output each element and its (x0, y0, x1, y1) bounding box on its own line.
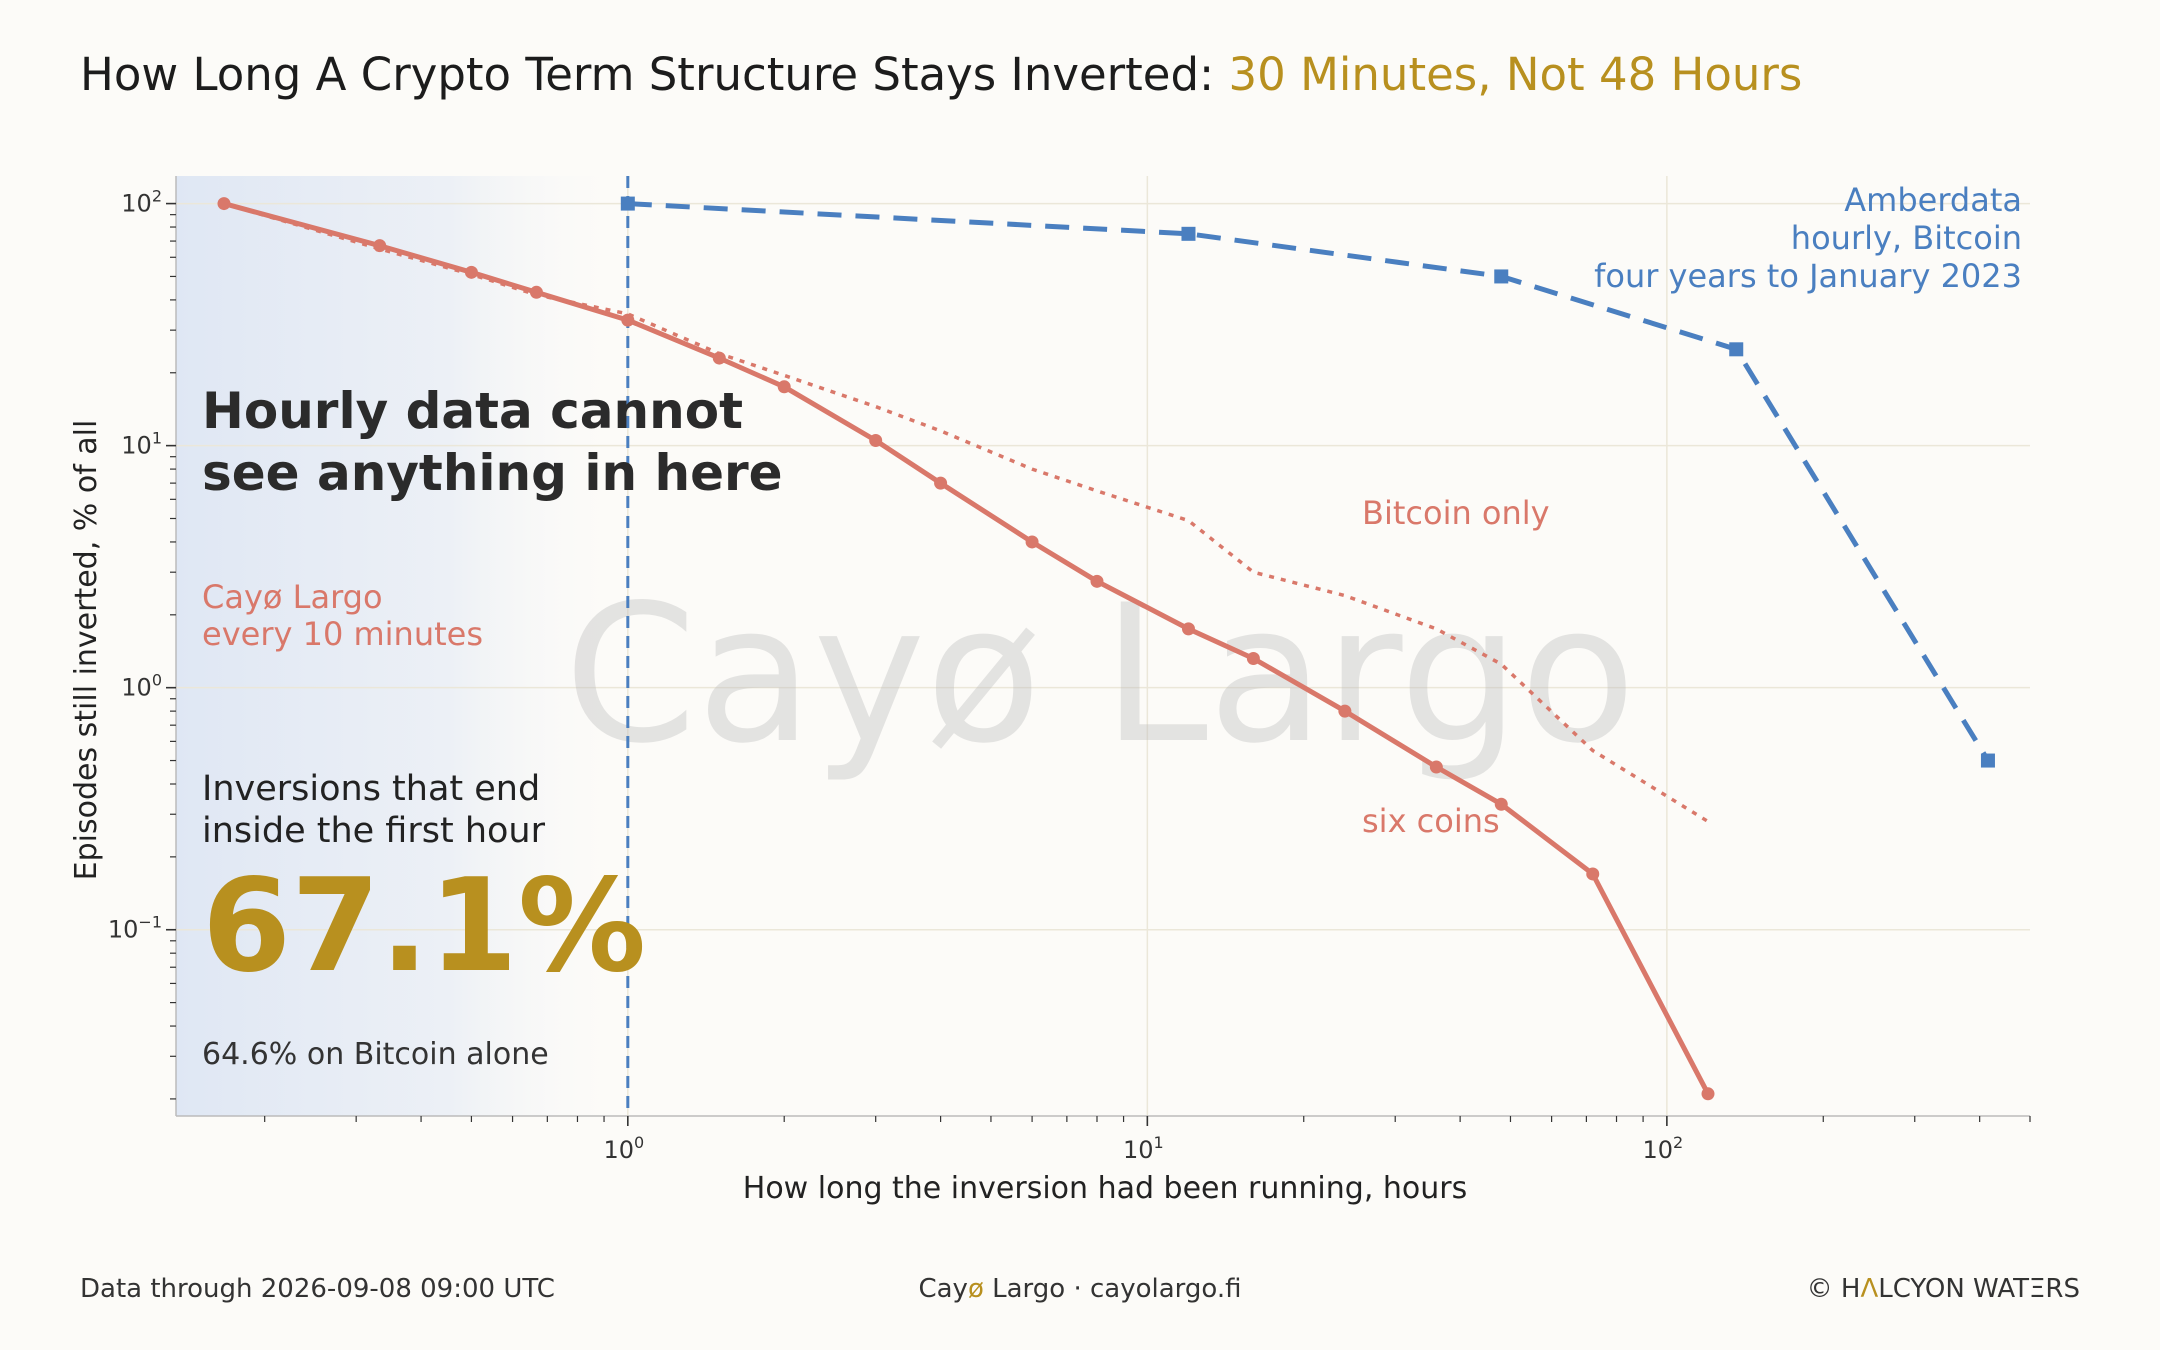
axes (175, 176, 2030, 1117)
watermark: Cayø Largo (564, 564, 1636, 785)
callout-line-2: see anything in here (202, 444, 783, 502)
point-six (712, 351, 726, 365)
point-six (934, 476, 948, 490)
point-six (1181, 622, 1195, 636)
y-tick-label: 10−1 (108, 913, 162, 944)
cayo-label-line-2: every 10 minutes (202, 615, 483, 653)
six-coins-label: six coins (1362, 802, 1500, 840)
point-amber (1980, 753, 1995, 768)
chart-title: How Long A Crypto Term Structure Stays I… (80, 48, 1802, 101)
point-six (1246, 651, 1260, 665)
point-six (1586, 867, 1600, 881)
point-six (777, 380, 791, 394)
x-tick-label: 100 (603, 1133, 644, 1164)
point-six (1338, 704, 1352, 718)
bitcoin-only-label: Bitcoin only (1362, 494, 1550, 532)
point-six (464, 265, 478, 279)
note-line-2: inside the first hour (202, 811, 546, 851)
point-amber (1181, 226, 1196, 241)
y-ticks: 102 101 100 10−1 (108, 187, 176, 1100)
point-amber (1494, 269, 1509, 284)
shaded-region (176, 176, 628, 1116)
grid (176, 176, 2030, 1116)
y-tick-label: 102 (121, 187, 162, 218)
amberdata-label-line-2: hourly, Bitcoin (1791, 219, 2022, 257)
point-amber (620, 196, 635, 211)
y-axis-label: Episodes still inverted, % of all (69, 420, 104, 881)
x-ticks: 100 101 102 (264, 1116, 2031, 1164)
amberdata-label-line-3: four years to January 2023 (1594, 257, 2022, 295)
point-six (1494, 797, 1508, 811)
big-value: 67.1% (202, 852, 646, 1001)
point-six (529, 285, 543, 299)
note-line-1: Inversions that end (202, 769, 540, 809)
point-six (217, 197, 231, 211)
y-tick-label: 100 (121, 671, 162, 702)
point-six (869, 434, 883, 448)
amberdata-label-line-1: Amberdata (1844, 181, 2022, 219)
point-six (373, 239, 387, 253)
footer-copyright: © HΛLCYON WATΞRS (1807, 1274, 2080, 1304)
y-tick-label: 101 (121, 429, 162, 460)
point-six (1701, 1087, 1715, 1101)
x-axis-label: How long the inversion had been running,… (743, 1171, 1467, 1206)
series-line-btc (223, 201, 1709, 823)
point-six (1090, 574, 1104, 588)
sub-value: 64.6% on Bitcoin alone (202, 1037, 549, 1072)
chart-title-accent: 30 Minutes, Not 48 Hours (1229, 48, 1803, 101)
point-six (1429, 760, 1443, 774)
footer-brand: Cayø Largo · cayolargo.fi (918, 1274, 1241, 1304)
callout-line-1: Hourly data cannot (202, 382, 743, 440)
series (217, 196, 1995, 1101)
series-line-six (223, 201, 1711, 1095)
x-tick-label: 102 (1642, 1133, 1683, 1164)
point-six (1025, 535, 1039, 549)
footer-data-through: Data through 2026-09-08 09:00 UTC (80, 1274, 555, 1304)
point-amber (1729, 342, 1744, 357)
x-tick-label: 101 (1123, 1133, 1164, 1164)
cayo-label-line-1: Cayø Largo (202, 578, 383, 616)
